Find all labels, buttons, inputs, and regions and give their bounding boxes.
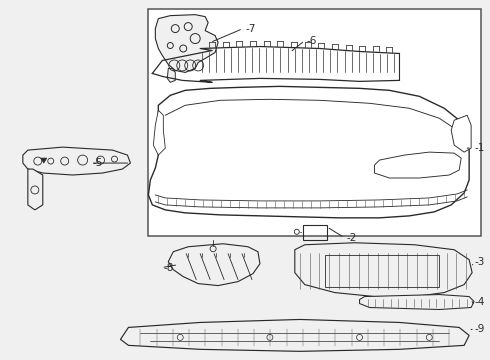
Bar (148, 9, 481, 236)
Polygon shape (168, 244, 260, 285)
Text: -4: -4 (474, 297, 485, 306)
Bar (325, 255, 439, 287)
Polygon shape (23, 147, 130, 175)
Text: -8: -8 (163, 263, 173, 273)
Text: -9: -9 (474, 324, 485, 334)
Text: -5: -5 (93, 158, 103, 168)
Polygon shape (148, 86, 469, 218)
Polygon shape (451, 115, 471, 152)
Polygon shape (28, 169, 43, 210)
Polygon shape (374, 152, 461, 178)
Polygon shape (167, 68, 175, 82)
Text: -1: -1 (474, 143, 485, 153)
Text: -3: -3 (474, 257, 485, 267)
Text: -6: -6 (307, 36, 317, 46)
Polygon shape (41, 158, 47, 163)
Polygon shape (295, 243, 472, 297)
Text: -7: -7 (245, 24, 255, 33)
Polygon shape (153, 110, 165, 155)
Polygon shape (121, 319, 469, 351)
Polygon shape (360, 294, 474, 310)
Text: -2: -2 (346, 233, 357, 243)
Polygon shape (155, 15, 218, 72)
Bar (303, 225, 327, 240)
